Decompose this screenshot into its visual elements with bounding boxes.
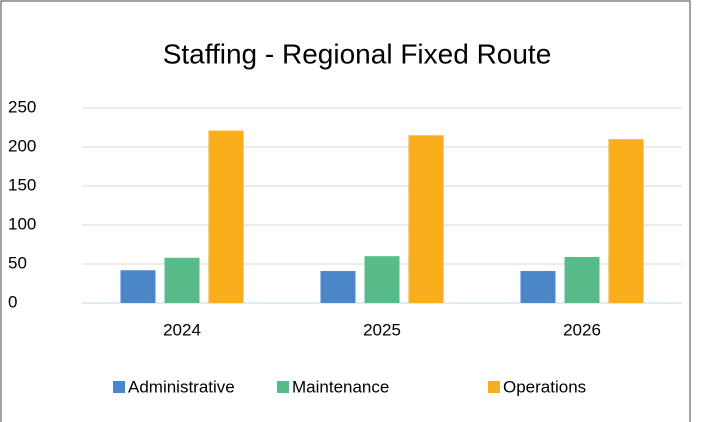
legend-swatch bbox=[488, 381, 500, 393]
bar bbox=[608, 139, 644, 303]
bar bbox=[164, 257, 200, 303]
bar bbox=[208, 130, 244, 303]
bar bbox=[408, 135, 444, 303]
legend-label: Operations bbox=[503, 377, 586, 396]
legend-swatch bbox=[113, 381, 125, 393]
bar bbox=[364, 256, 400, 303]
bar bbox=[120, 270, 156, 303]
bar bbox=[520, 271, 556, 303]
y-tick-label: 50 bbox=[8, 253, 27, 272]
legend-label: Maintenance bbox=[292, 377, 389, 396]
legend-swatch bbox=[277, 381, 289, 393]
x-tick-label: 2025 bbox=[363, 320, 401, 339]
x-tick-label: 2024 bbox=[163, 320, 201, 339]
chart-title: Staffing - Regional Fixed Route bbox=[163, 38, 552, 69]
y-tick-label: 0 bbox=[8, 292, 17, 311]
x-tick-label: 2026 bbox=[563, 320, 601, 339]
y-tick-label: 100 bbox=[8, 214, 36, 233]
y-tick-label: 200 bbox=[8, 136, 36, 155]
y-tick-label: 150 bbox=[8, 175, 36, 194]
bar bbox=[564, 256, 600, 303]
legend-label: Administrative bbox=[128, 377, 235, 396]
bar bbox=[320, 271, 356, 303]
y-tick-label: 250 bbox=[8, 97, 36, 116]
